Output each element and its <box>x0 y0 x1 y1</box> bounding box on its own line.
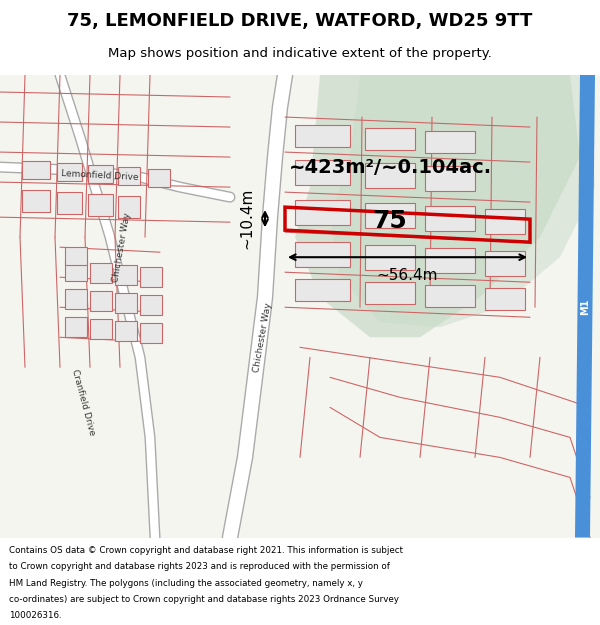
Text: M1: M1 <box>580 299 590 316</box>
Bar <box>365 282 415 304</box>
Bar <box>65 318 87 338</box>
Bar <box>425 248 475 273</box>
Text: Cranfield Drive: Cranfield Drive <box>70 368 96 436</box>
Text: ~56.4m: ~56.4m <box>377 268 438 282</box>
Bar <box>425 131 475 153</box>
Bar <box>485 251 525 276</box>
Bar <box>295 200 350 225</box>
Bar <box>22 190 50 212</box>
Bar <box>140 295 162 315</box>
Text: to Crown copyright and database rights 2023 and is reproduced with the permissio: to Crown copyright and database rights 2… <box>9 562 390 571</box>
Bar <box>57 192 82 214</box>
Bar <box>148 169 170 187</box>
Bar <box>118 196 140 218</box>
Bar <box>57 163 82 181</box>
Bar <box>365 203 415 228</box>
Bar <box>365 163 415 188</box>
Polygon shape <box>330 75 595 328</box>
Bar <box>425 206 475 231</box>
Bar <box>65 289 87 309</box>
Bar <box>485 288 525 310</box>
Bar <box>90 319 112 339</box>
Text: Contains OS data © Crown copyright and database right 2021. This information is : Contains OS data © Crown copyright and d… <box>9 546 403 555</box>
Bar <box>295 160 350 185</box>
Bar <box>485 209 525 234</box>
Bar <box>90 291 112 311</box>
Bar <box>115 293 137 313</box>
Bar <box>88 194 113 216</box>
Bar <box>115 321 137 341</box>
Text: ~423m²/~0.104ac.: ~423m²/~0.104ac. <box>289 158 491 177</box>
Bar <box>65 247 87 265</box>
Bar <box>425 166 475 191</box>
Bar <box>365 128 415 150</box>
Bar <box>88 165 113 183</box>
Bar <box>118 167 140 185</box>
Text: HM Land Registry. The polygons (including the associated geometry, namely x, y: HM Land Registry. The polygons (includin… <box>9 579 363 587</box>
Text: Chichester Way: Chichester Way <box>112 212 133 282</box>
Bar <box>295 242 350 268</box>
Bar <box>115 265 137 285</box>
Bar <box>365 245 415 270</box>
Text: ~10.4m: ~10.4m <box>239 188 254 249</box>
Text: 75: 75 <box>373 209 407 233</box>
Bar <box>295 279 350 301</box>
Bar <box>425 285 475 308</box>
Polygon shape <box>295 75 580 338</box>
Bar <box>65 261 87 281</box>
Bar <box>295 125 350 147</box>
Text: co-ordinates) are subject to Crown copyright and database rights 2023 Ordnance S: co-ordinates) are subject to Crown copyr… <box>9 595 399 604</box>
Bar <box>140 268 162 288</box>
Polygon shape <box>575 75 595 538</box>
Text: Chichester Way: Chichester Way <box>253 302 274 373</box>
Text: Lemonfield Drive: Lemonfield Drive <box>61 169 139 182</box>
Text: 75, LEMONFIELD DRIVE, WATFORD, WD25 9TT: 75, LEMONFIELD DRIVE, WATFORD, WD25 9TT <box>67 12 533 30</box>
Bar <box>22 161 50 179</box>
Text: 100026316.: 100026316. <box>9 611 62 620</box>
Bar <box>90 263 112 283</box>
Bar <box>140 323 162 343</box>
Text: Map shows position and indicative extent of the property.: Map shows position and indicative extent… <box>108 48 492 61</box>
